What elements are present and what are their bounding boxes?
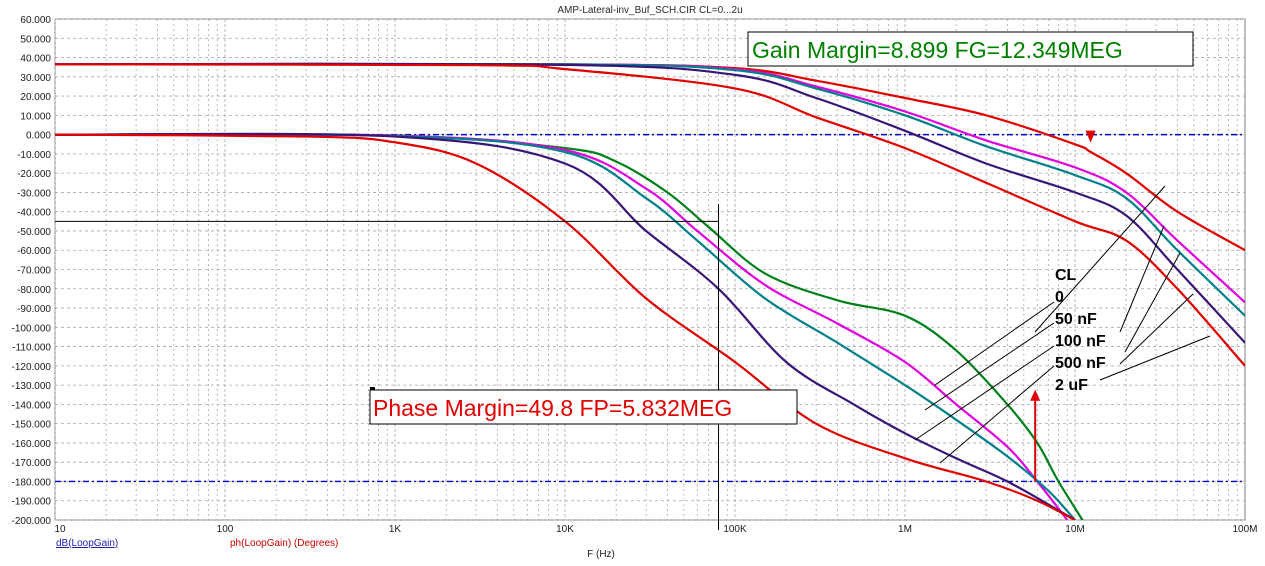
y-axis-ticks: 60.000 50.000 40.000 30.000 20.000 10.000 0.00… [12, 15, 52, 527]
y-tick-label: -80.000 [17, 285, 51, 296]
phase-margin-box: Phase Margin=49.8 FP=5.832MEG [369, 389, 798, 425]
x-axis-label: F (Hz) [587, 549, 615, 560]
series-phase-2uf [55, 133, 1076, 520]
x-tick-label: 1K [389, 524, 402, 535]
leader-line [1099, 335, 1211, 381]
y-tick-label: -60.000 [17, 246, 51, 257]
legend-title: CL [1055, 267, 1077, 284]
y-tick-label: 30.000 [20, 73, 51, 84]
y-tick-label: -100.000 [12, 323, 52, 334]
y-tick-label: -200.000 [12, 516, 52, 527]
x-tick-label: 10M [1065, 524, 1084, 535]
series-magnitude-500nf [55, 62, 1245, 344]
leader-line [914, 345, 1055, 441]
y-tick-label: -20.000 [17, 169, 51, 180]
y-tick-label: 10.000 [20, 111, 51, 122]
leader-line [1124, 252, 1181, 353]
x-tick-label: 10 [54, 524, 66, 535]
y-tick-label: -50.000 [17, 227, 51, 238]
series-group [55, 62, 1245, 520]
leader-line [934, 301, 1055, 386]
y-tick-label: -160.000 [12, 439, 52, 450]
legend-entry-500nF: 500 nF [1055, 355, 1106, 372]
y-tick-label: -70.000 [17, 266, 51, 277]
series-phase-500nf [55, 132, 1076, 520]
y-tick-label: -140.000 [12, 400, 52, 411]
y-tick-label: 0.000 [26, 131, 51, 142]
grid [54, 18, 1245, 521]
leader-line [1119, 225, 1165, 333]
y-tick-label: -180.000 [12, 477, 52, 488]
x-tick-label: 100 [217, 524, 234, 535]
legend-entry-2uF: 2 uF [1055, 377, 1088, 394]
y-tick-label: 20.000 [20, 92, 51, 103]
y-tick-label: -10.000 [17, 150, 51, 161]
y-tick-label: 60.000 [20, 15, 51, 26]
x-tick-label: 10K [556, 524, 574, 535]
phase-margin-arrowhead [1030, 389, 1041, 401]
leader-line [1034, 185, 1166, 333]
gain-margin-marker [1085, 130, 1096, 143]
legend-entry-50nF: 50 nF [1055, 311, 1097, 328]
gain-margin-text: Gain Margin=8.899 FG=12.349MEG [752, 37, 1123, 63]
y-tick-label: -110.000 [12, 343, 51, 354]
legend-entry-0: 0 [1055, 289, 1064, 306]
y-tick-label: -130.000 [12, 381, 52, 392]
cursor-crosshair [55, 204, 720, 530]
phase-margin-text: Phase Margin=49.8 FP=5.832MEG [373, 395, 732, 421]
y-tick-label: 50.000 [20, 34, 51, 45]
leader-line [1119, 293, 1194, 365]
legend-leader-lines [914, 185, 1211, 464]
trace-label-dB: dB(LoopGain) [56, 538, 118, 549]
series-magnitude-2uf [55, 63, 1245, 367]
x-axis-ticks: 10 100 1K 10K 100K 1M 10M 100M [54, 524, 1257, 535]
y-tick-label: -170.000 [12, 458, 52, 469]
legend-entry-100nF: 100 nF [1055, 333, 1106, 350]
y-tick-label: -190.000 [12, 497, 52, 508]
y-tick-label: 40.000 [20, 54, 51, 65]
leader-line [924, 322, 1055, 411]
trace-label-phase: ph(LoopGain) (Degrees) [230, 538, 338, 549]
gain-margin-box: Gain Margin=8.899 FG=12.349MEG [747, 31, 1194, 67]
y-tick-label: -30.000 [17, 188, 51, 199]
x-tick-label: 100M [1232, 524, 1257, 535]
y-tick-label: -150.000 [12, 420, 52, 431]
y-tick-label: -120.000 [12, 362, 52, 373]
x-tick-label: 100K [723, 524, 747, 535]
legend: CL 0 50 nF 100 nF 500 nF 2 uF [1055, 267, 1106, 394]
leader-line [939, 365, 1055, 464]
x-tick-label: 1M [898, 524, 912, 535]
chart-title: AMP-Lateral-inv_Buf_SCH.CIR CL=0...2u [557, 5, 742, 16]
y-tick-label: -40.000 [17, 208, 51, 219]
y-tick-label: -90.000 [17, 304, 51, 315]
